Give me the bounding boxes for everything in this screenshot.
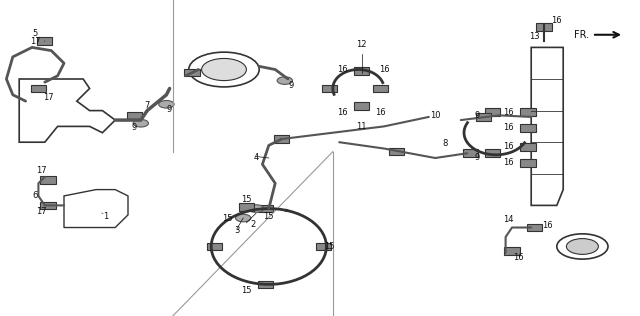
Text: 9: 9 (132, 124, 137, 132)
Polygon shape (476, 113, 491, 121)
Polygon shape (520, 143, 536, 151)
Polygon shape (322, 85, 337, 92)
Text: 16: 16 (337, 65, 348, 74)
Polygon shape (40, 202, 56, 209)
Text: 1: 1 (103, 212, 108, 221)
Text: 17: 17 (36, 166, 47, 175)
Polygon shape (37, 37, 52, 45)
Polygon shape (40, 176, 56, 184)
Text: 4: 4 (253, 154, 259, 162)
Polygon shape (504, 247, 520, 255)
Text: FR.: FR. (573, 30, 589, 40)
Text: 11: 11 (356, 122, 367, 131)
Text: 17: 17 (36, 207, 47, 216)
Text: 16: 16 (504, 108, 514, 117)
Text: 15: 15 (241, 195, 252, 204)
Text: 9: 9 (474, 154, 479, 162)
Polygon shape (463, 149, 478, 157)
Circle shape (248, 205, 264, 212)
Text: 9: 9 (474, 111, 479, 120)
Text: 9: 9 (167, 105, 172, 113)
Text: 17: 17 (30, 37, 40, 46)
Polygon shape (485, 108, 500, 116)
Text: 15: 15 (324, 242, 335, 251)
Text: 5: 5 (33, 29, 38, 38)
Text: 7: 7 (145, 101, 150, 110)
Polygon shape (31, 85, 46, 92)
Text: 15: 15 (241, 286, 252, 295)
Circle shape (202, 58, 246, 81)
Text: 14: 14 (504, 215, 514, 224)
Circle shape (277, 77, 292, 84)
Polygon shape (258, 205, 273, 212)
Circle shape (159, 100, 174, 108)
Text: 16: 16 (552, 16, 562, 25)
Text: 13: 13 (529, 32, 540, 41)
Text: 12: 12 (356, 40, 367, 49)
Polygon shape (536, 23, 552, 31)
Polygon shape (258, 281, 273, 288)
Text: 8: 8 (442, 139, 447, 148)
Polygon shape (184, 69, 200, 76)
Polygon shape (354, 67, 369, 75)
Text: 3: 3 (234, 226, 239, 235)
Text: 6: 6 (33, 191, 38, 200)
Circle shape (566, 239, 598, 254)
Text: 17: 17 (43, 94, 53, 102)
Polygon shape (127, 112, 142, 119)
Text: 16: 16 (513, 253, 524, 262)
Text: 16: 16 (542, 222, 552, 230)
Polygon shape (485, 149, 500, 157)
Polygon shape (520, 108, 536, 116)
Text: 16: 16 (504, 124, 514, 132)
Polygon shape (373, 85, 388, 92)
Polygon shape (316, 243, 331, 250)
Text: 15: 15 (264, 212, 274, 221)
Text: 2: 2 (250, 220, 255, 229)
Text: 9: 9 (289, 81, 294, 90)
Text: 16: 16 (376, 108, 386, 117)
Polygon shape (520, 159, 536, 167)
Text: 16: 16 (379, 65, 389, 74)
Polygon shape (354, 102, 369, 110)
Polygon shape (527, 224, 542, 231)
Text: 10: 10 (430, 111, 440, 120)
Text: 15: 15 (222, 214, 232, 222)
Text: 16: 16 (504, 158, 514, 167)
Text: 16: 16 (337, 108, 348, 117)
Circle shape (236, 214, 251, 222)
Polygon shape (239, 203, 254, 211)
Polygon shape (520, 124, 536, 132)
Polygon shape (274, 135, 289, 143)
Circle shape (133, 119, 148, 127)
Polygon shape (207, 243, 222, 250)
Text: 16: 16 (504, 143, 514, 151)
Polygon shape (389, 148, 404, 155)
